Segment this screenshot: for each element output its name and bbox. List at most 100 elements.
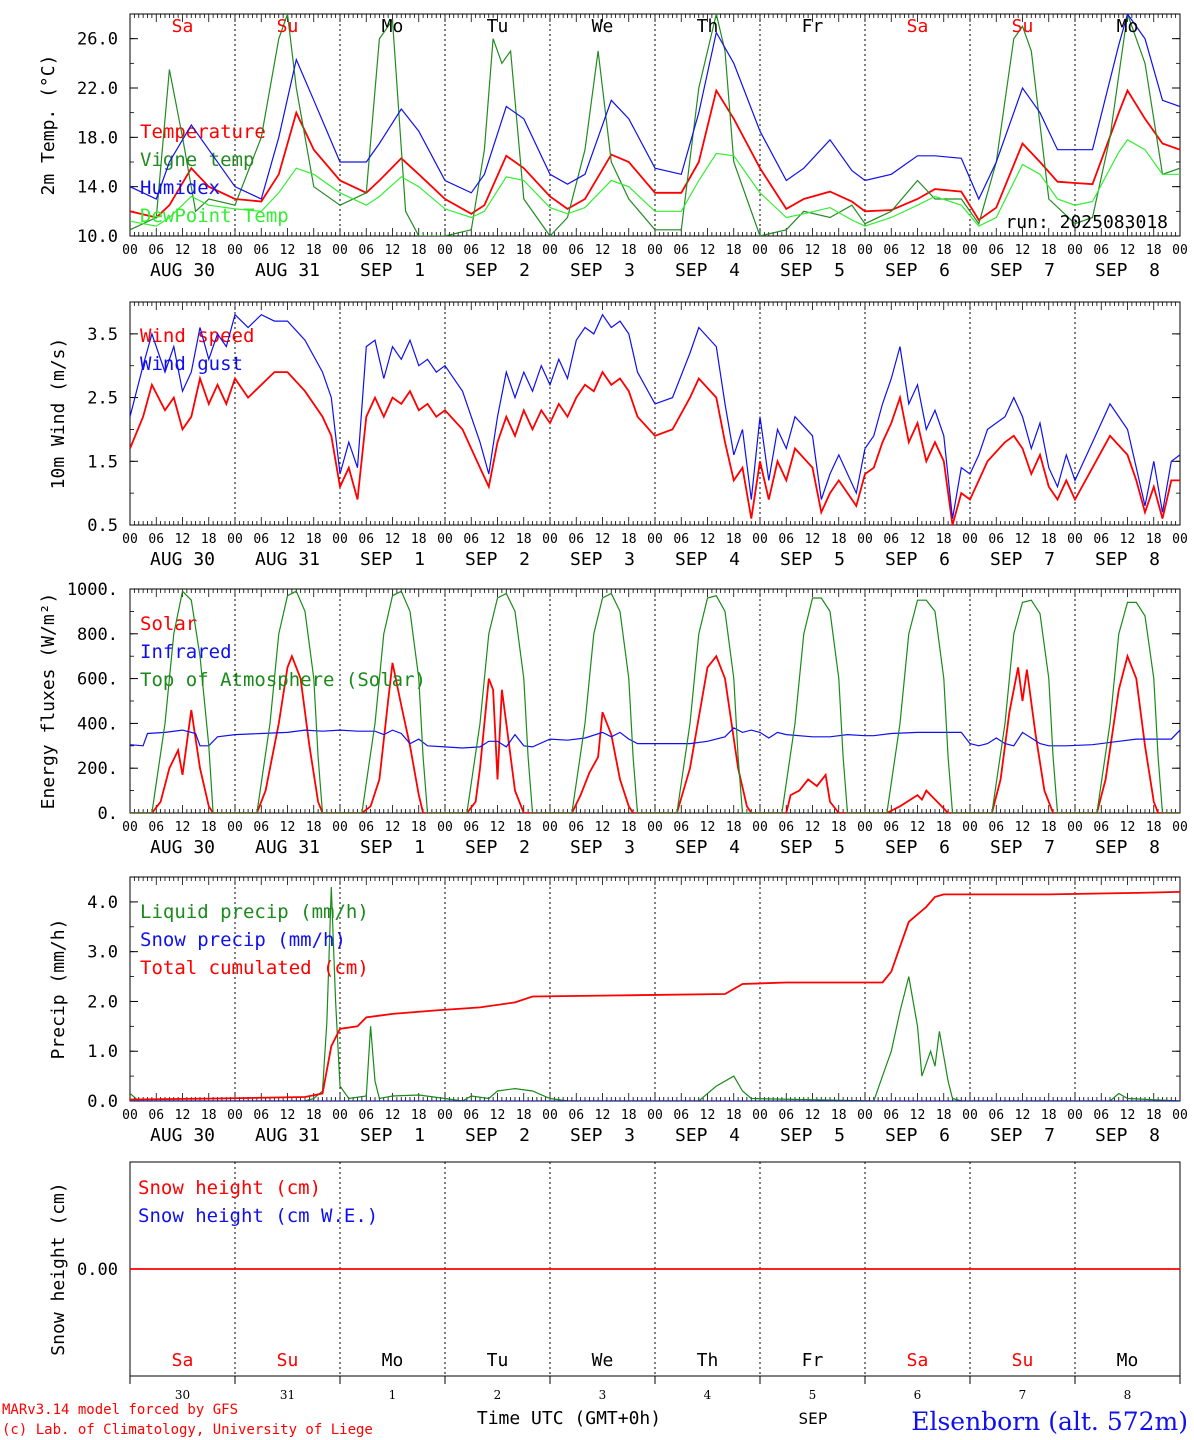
hour-tick-label: 00 bbox=[437, 532, 453, 547]
hour-tick-label: 12 bbox=[1120, 1108, 1136, 1123]
hour-tick-label: 18 bbox=[201, 820, 217, 835]
hour-tick-label: 00 bbox=[647, 1108, 663, 1123]
hour-tick-label: 00 bbox=[1172, 820, 1188, 835]
legend-entry: Snow height (cm W.E.) bbox=[138, 1205, 378, 1227]
date-label: SEP 2 bbox=[465, 549, 530, 570]
hour-tick-label: 18 bbox=[1146, 820, 1162, 835]
hour-tick-label: 06 bbox=[253, 1108, 269, 1123]
hour-tick-label: 12 bbox=[910, 820, 926, 835]
hour-tick-label: 00 bbox=[962, 1108, 978, 1123]
legend-entry: Snow precip (mm/h) bbox=[140, 929, 346, 951]
hour-tick-label: 18 bbox=[201, 243, 217, 258]
day-number: 30 bbox=[175, 1388, 190, 1402]
hour-tick-label: 12 bbox=[385, 243, 401, 258]
y-axis-label: Energy fluxes (W/m²) bbox=[38, 593, 59, 810]
hour-tick-label: 00 bbox=[122, 532, 138, 547]
date-label: AUG 30 bbox=[150, 1125, 215, 1146]
hour-tick-label: 06 bbox=[988, 820, 1004, 835]
hour-tick-label: 00 bbox=[647, 532, 663, 547]
hour-tick-label: 18 bbox=[726, 820, 742, 835]
hour-tick-label: 00 bbox=[542, 820, 558, 835]
hour-tick-label: 12 bbox=[280, 820, 296, 835]
panel-5: 0.00 Snow height (cm) Snow height (cm) Snow… bbox=[48, 1161, 1181, 1384]
day-number: 3 bbox=[599, 1388, 607, 1402]
hour-tick-label: 12 bbox=[805, 820, 821, 835]
hour-tick-label: 00 bbox=[752, 243, 768, 258]
y-axis-label: Precip (mm/h) bbox=[48, 919, 69, 1060]
date-label: SEP 6 bbox=[885, 549, 950, 570]
date-label: AUG 30 bbox=[150, 549, 215, 570]
date-label: SEP 3 bbox=[570, 1125, 635, 1146]
date-label: SEP 7 bbox=[990, 260, 1055, 281]
model-credit: MARv3.14 model forced by GFS bbox=[2, 1402, 238, 1418]
series-line bbox=[130, 891, 1180, 1101]
date-label: SEP 2 bbox=[465, 837, 530, 858]
hour-tick-label: 12 bbox=[595, 820, 611, 835]
hour-tick-label: 00 bbox=[227, 820, 243, 835]
date-label: SEP 5 bbox=[780, 1125, 845, 1146]
hour-tick-label: 06 bbox=[1093, 1108, 1109, 1123]
date-label: SEP 2 bbox=[465, 1125, 530, 1146]
date-label: SEP 1 bbox=[360, 549, 425, 570]
hour-tick-label: 18 bbox=[516, 1108, 532, 1123]
hour-tick-label: 06 bbox=[253, 243, 269, 258]
y-tick-label: 0.5 bbox=[87, 516, 118, 536]
day-number: 2 bbox=[494, 1388, 502, 1402]
date-label: SEP 7 bbox=[990, 837, 1055, 858]
y-axis-label: 10m Wind (m/s) bbox=[48, 338, 69, 490]
date-label: SEP 3 bbox=[570, 837, 635, 858]
hour-tick-label: 06 bbox=[148, 820, 164, 835]
time-axis-label: Time UTC (GMT+0h) bbox=[477, 1408, 661, 1429]
hour-tick-label: 00 bbox=[542, 1108, 558, 1123]
y-tick-label: 26.0 bbox=[77, 30, 118, 50]
weekday-label: Fr bbox=[802, 1350, 824, 1371]
hour-tick-label: 06 bbox=[568, 532, 584, 547]
hour-tick-label: 00 bbox=[962, 532, 978, 547]
run-label: run: 2025083018 bbox=[1005, 212, 1168, 233]
y-tick-label: 3.0 bbox=[87, 943, 118, 963]
hour-tick-label: 00 bbox=[1067, 243, 1083, 258]
hour-tick-label: 06 bbox=[1093, 532, 1109, 547]
series-line bbox=[130, 14, 1180, 236]
series-line bbox=[130, 727, 1180, 749]
hour-tick-label: 12 bbox=[175, 820, 191, 835]
hour-tick-label: 12 bbox=[490, 820, 506, 835]
date-label: SEP 8 bbox=[1095, 837, 1160, 858]
weekday-label: Th bbox=[697, 1350, 719, 1371]
legend-entry: Infrared bbox=[140, 641, 232, 663]
hour-tick-label: 18 bbox=[516, 532, 532, 547]
hour-tick-label: 00 bbox=[857, 820, 873, 835]
date-label: AUG 31 bbox=[255, 549, 320, 570]
hour-tick-label: 18 bbox=[201, 1108, 217, 1123]
panel-4: 00 06 12 18 00 06 12 18 00 06 12 18 00 06 12 18 00 06 12 18… bbox=[48, 876, 1188, 1146]
day-number: 7 bbox=[1019, 1388, 1027, 1402]
hour-tick-label: 12 bbox=[805, 532, 821, 547]
y-tick-label: 2.5 bbox=[87, 389, 118, 409]
date-label: AUG 30 bbox=[150, 260, 215, 281]
weekday-label: Su bbox=[277, 1350, 299, 1371]
y-tick-label: 0.0 bbox=[87, 1092, 118, 1112]
date-label: SEP 7 bbox=[990, 1125, 1055, 1146]
hour-tick-label: 18 bbox=[621, 532, 637, 547]
date-label: SEP 8 bbox=[1095, 1125, 1160, 1146]
y-tick-label: 4.0 bbox=[87, 893, 118, 913]
hour-tick-label: 18 bbox=[306, 243, 322, 258]
hour-tick-label: 00 bbox=[857, 1108, 873, 1123]
hour-tick-label: 00 bbox=[227, 532, 243, 547]
panel-2: 00 06 12 18 00 06 12 18 00 06 12 18 00 06 12 18 00 06 12 18… bbox=[48, 301, 1188, 570]
legend-entry: Wind speed bbox=[140, 325, 254, 347]
weekday-label: Sa bbox=[907, 16, 929, 37]
legend-entry: Vigne temp bbox=[140, 149, 254, 171]
hour-tick-label: 00 bbox=[1067, 1108, 1083, 1123]
date-label: SEP 5 bbox=[780, 837, 845, 858]
hour-tick-label: 06 bbox=[358, 532, 374, 547]
hour-tick-label: 06 bbox=[1093, 243, 1109, 258]
hour-tick-label: 18 bbox=[1146, 243, 1162, 258]
hour-tick-label: 12 bbox=[490, 532, 506, 547]
weekday-label: We bbox=[592, 1350, 614, 1371]
hour-tick-label: 12 bbox=[385, 532, 401, 547]
weekday-label: Su bbox=[277, 16, 299, 37]
hour-tick-label: 18 bbox=[936, 532, 952, 547]
weekday-label: Su bbox=[1012, 1350, 1034, 1371]
